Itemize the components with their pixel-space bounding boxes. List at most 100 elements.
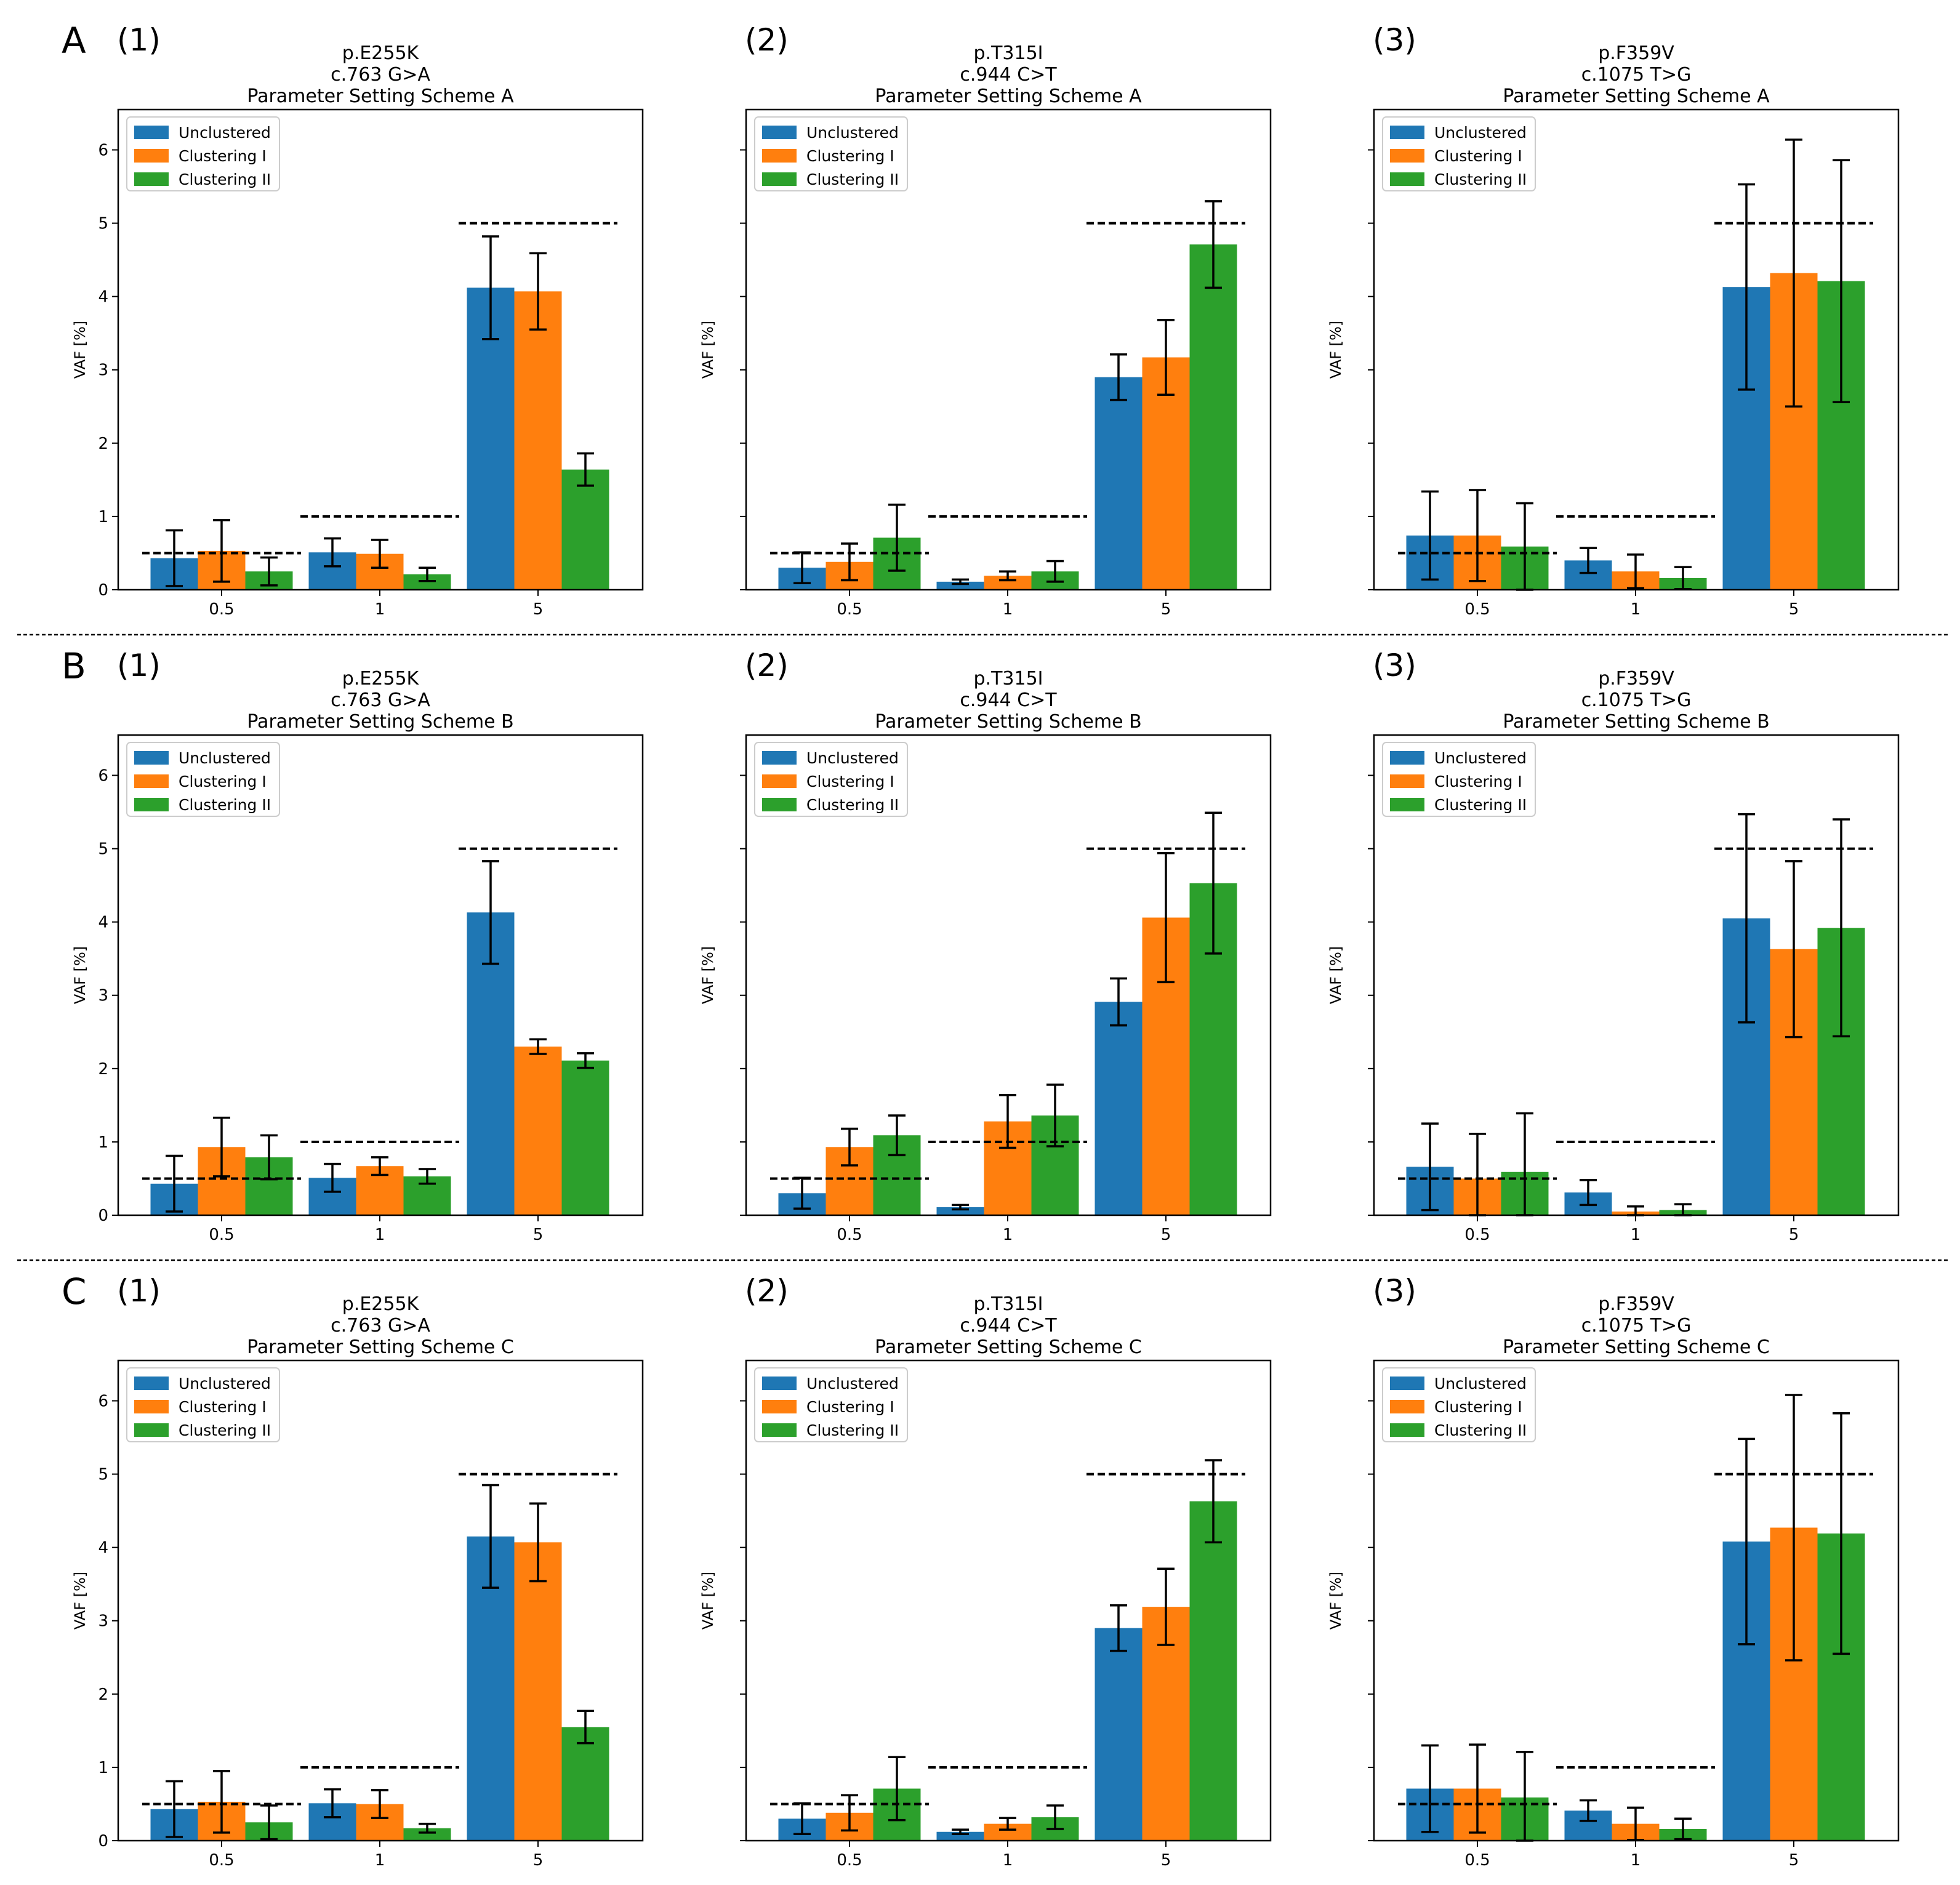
- y-axis-label: VAF [%]: [71, 321, 89, 379]
- legend-swatch-clustering-i: [762, 774, 797, 788]
- panel-title-line-3: Parameter Setting Scheme A: [247, 86, 514, 107]
- legend-swatch-clustering-i: [1390, 774, 1424, 788]
- legend-swatch-clustering-ii: [134, 172, 169, 186]
- legend-swatch-clustering-i: [134, 1400, 169, 1413]
- x-tick-label: 1: [1003, 600, 1013, 619]
- legend: Unclustered Clustering I Clustering II: [754, 742, 908, 817]
- panel-number: (1): [117, 1273, 161, 1309]
- y-tick-label: 1: [98, 1133, 108, 1152]
- y-tick-label: 2: [98, 1060, 108, 1079]
- legend-label: Unclustered: [179, 124, 271, 142]
- legend-swatch-clustering-i: [134, 149, 169, 163]
- y-tick-label: 1: [98, 1759, 108, 1777]
- panel-number: (1): [117, 648, 161, 683]
- legend-label: Unclustered: [1434, 749, 1527, 767]
- bar-clustering-ii-5: [561, 1060, 609, 1215]
- legend-label: Clustering I: [179, 1398, 267, 1416]
- panel-title-line-2: c.763 G>A: [331, 1315, 430, 1336]
- legend-label: Clustering II: [806, 171, 899, 188]
- panel-title-line-2: c.1075 T>G: [1581, 689, 1692, 711]
- panel-number: (3): [1373, 1273, 1416, 1309]
- legend: Unclustered Clustering I Clustering II: [1382, 116, 1536, 191]
- legend-label: Unclustered: [806, 749, 899, 767]
- x-tick-label: 1: [1631, 1851, 1641, 1870]
- y-tick-label: 0: [98, 1832, 108, 1851]
- axes-frame: [1373, 734, 1900, 1216]
- y-tick-label: 3: [98, 1612, 108, 1631]
- legend-label: Clustering I: [806, 773, 894, 790]
- panel-title-line-1: p.E255K: [342, 1293, 420, 1315]
- legend-label: Clustering I: [806, 147, 894, 165]
- x-tick-label: 0.5: [209, 1851, 234, 1870]
- panel-title-line-2: c.944 C>T: [960, 1315, 1057, 1336]
- row-letter-C: C: [62, 1271, 87, 1312]
- y-tick-label: 3: [98, 361, 108, 380]
- x-tick-label: 0.5: [837, 1851, 862, 1870]
- panel-title-line-3: Parameter Setting Scheme A: [875, 86, 1142, 107]
- bar-clustering-ii-5: [1189, 244, 1237, 590]
- y-tick-label: 2: [98, 1686, 108, 1704]
- bar-clustering-ii-5: [561, 1727, 609, 1841]
- x-tick-label: 0.5: [1464, 1226, 1490, 1244]
- legend-swatch-clustering-ii: [1390, 1423, 1424, 1437]
- bar-unclustered-1: [936, 1207, 984, 1215]
- y-tick-label: 2: [98, 435, 108, 453]
- panel-title-line-1: p.E255K: [342, 42, 420, 64]
- panel-title-line-2: c.944 C>T: [960, 64, 1057, 86]
- panel-title-line-2: c.763 G>A: [331, 64, 430, 86]
- legend-swatch-unclustered: [134, 1377, 169, 1390]
- axes-frame: [1373, 108, 1900, 591]
- legend: Unclustered Clustering I Clustering II: [1382, 1367, 1536, 1442]
- legend-swatch-clustering-ii: [762, 172, 797, 186]
- x-tick-label: 1: [1003, 1851, 1013, 1870]
- panel-title-line-3: Parameter Setting Scheme B: [247, 711, 513, 733]
- y-axis-label: VAF [%]: [699, 321, 717, 379]
- y-tick-label: 4: [98, 914, 108, 932]
- legend-label: Unclustered: [806, 1375, 899, 1393]
- panel-title-line-3: Parameter Setting Scheme C: [247, 1336, 514, 1358]
- panel-title-line-1: p.F359V: [1598, 42, 1674, 64]
- panel-title-line-1: p.T315I: [973, 668, 1043, 689]
- legend-label: Unclustered: [806, 124, 899, 142]
- bar-clustering-ii-1: [403, 1828, 451, 1841]
- y-tick-label: 5: [98, 1466, 108, 1484]
- bar-unclustered-5: [1094, 377, 1143, 590]
- bar-clustering-i-5: [514, 1047, 562, 1215]
- panel-number: (2): [745, 22, 789, 58]
- legend-swatch-clustering-i: [762, 149, 797, 163]
- panel-number: (2): [745, 1273, 789, 1309]
- legend-label: Clustering II: [806, 1421, 899, 1439]
- legend: Unclustered Clustering I Clustering II: [1382, 742, 1536, 817]
- y-tick-label: 0: [98, 581, 108, 600]
- panel-title-line-3: Parameter Setting Scheme A: [1503, 86, 1770, 107]
- x-tick-label: 0.5: [837, 600, 862, 619]
- x-tick-label: 5: [533, 600, 544, 619]
- axes-frame: [745, 108, 1272, 591]
- x-tick-label: 1: [1631, 1226, 1641, 1244]
- legend-label: Clustering I: [179, 147, 267, 165]
- legend-label: Clustering II: [806, 796, 899, 814]
- legend: Unclustered Clustering I Clustering II: [754, 1367, 908, 1442]
- panel-number: (2): [745, 648, 789, 683]
- panel-number: (1): [117, 22, 161, 58]
- legend-swatch-unclustered: [762, 1377, 797, 1390]
- x-tick-label: 1: [375, 600, 385, 619]
- x-tick-label: 0.5: [837, 1226, 862, 1244]
- axes-frame: [117, 1359, 644, 1842]
- bar-unclustered-5: [1094, 1002, 1143, 1215]
- panel-title-line-2: c.944 C>T: [960, 689, 1057, 711]
- legend-label: Clustering I: [1434, 773, 1522, 790]
- legend-label: Clustering II: [179, 796, 271, 814]
- y-tick-label: 6: [98, 141, 108, 159]
- row-letter-B: B: [62, 645, 86, 687]
- x-tick-label: 5: [533, 1226, 544, 1244]
- panel-title-line-2: c.1075 T>G: [1581, 64, 1692, 86]
